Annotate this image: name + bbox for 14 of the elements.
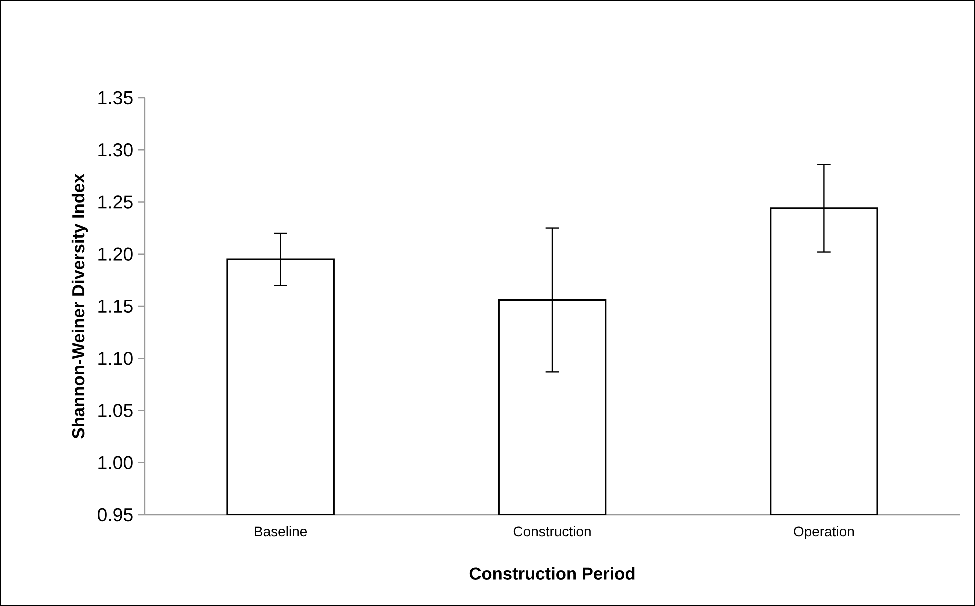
y-tick-label: 1.00	[98, 456, 133, 470]
x-tick-label: Baseline	[255, 526, 308, 537]
y-tick-label: 1.25	[98, 196, 133, 209]
x-tick-label: Operation	[794, 526, 854, 540]
y-tick-label: 1.35	[98, 91, 133, 105]
x-tick-label: Construction	[514, 526, 591, 537]
y-tick-label: 0.95	[98, 508, 133, 522]
y-tick-label: 1.05	[98, 404, 133, 418]
y-axis-title: Shannon-Weiner Diversity Index	[72, 174, 88, 439]
y-tick-label: 1.20	[98, 248, 133, 261]
y-tick-label: 1.30	[98, 143, 133, 157]
y-tick-label: 1.10	[98, 352, 133, 366]
y-tick-label: 1.15	[98, 300, 133, 314]
x-axis-title: Construction Period	[470, 567, 635, 580]
